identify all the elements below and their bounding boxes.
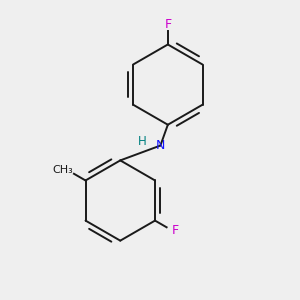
Text: CH₃: CH₃: [52, 165, 73, 175]
Text: H: H: [138, 136, 146, 148]
Text: N: N: [156, 139, 165, 152]
Text: F: F: [164, 18, 171, 31]
Text: F: F: [171, 224, 178, 237]
